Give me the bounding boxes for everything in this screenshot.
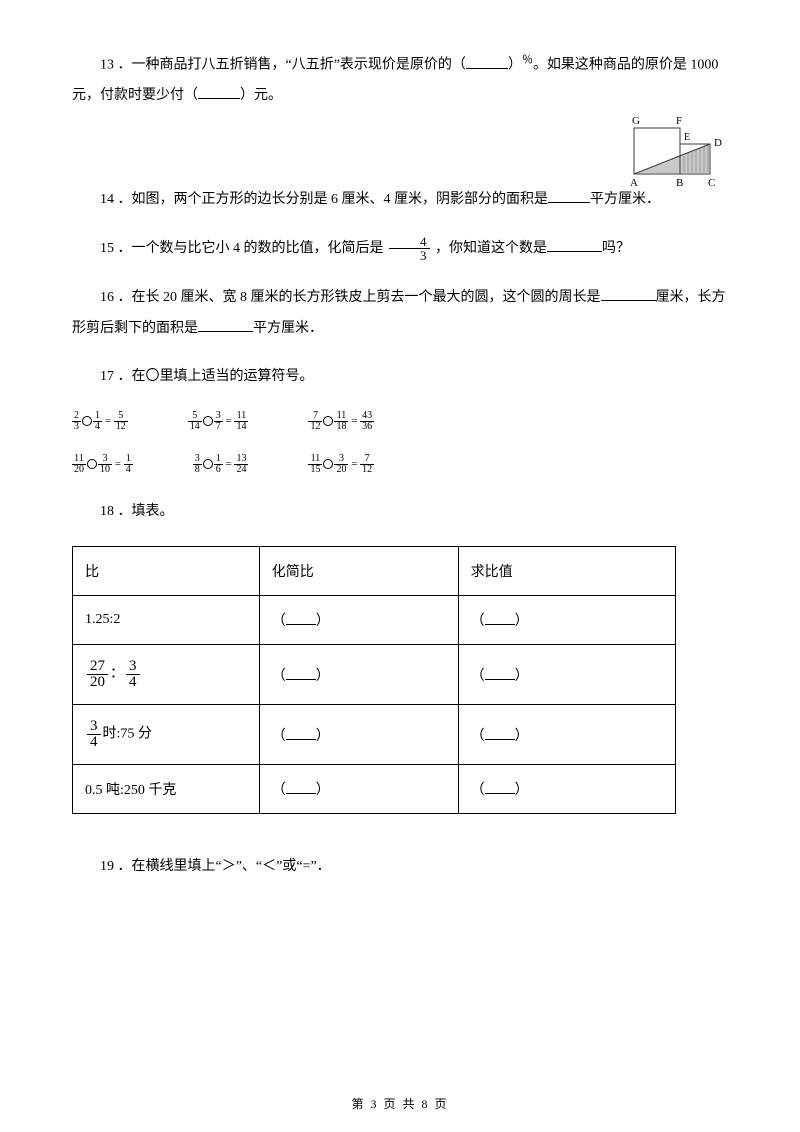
blank bbox=[547, 238, 602, 252]
col-simplify: 化简比 bbox=[259, 547, 458, 596]
q-text: ．在横线里填上“＞”、“＜”或“=”． bbox=[118, 859, 331, 874]
operation-item: 1120310 = 14 bbox=[72, 454, 133, 475]
blank bbox=[485, 624, 515, 625]
q-num: 14 bbox=[100, 192, 114, 207]
label-f: F bbox=[676, 115, 682, 127]
operation-item: 7121118 = 4336 bbox=[308, 411, 374, 432]
table-header-row: 比 化简比 求比值 bbox=[73, 547, 676, 596]
q-text: ，你知道这个数是 bbox=[435, 241, 547, 256]
blank bbox=[198, 318, 253, 332]
label-g: G bbox=[632, 115, 640, 127]
percent-sign: ％ bbox=[522, 54, 533, 66]
q-text: ．一种商品打八五折销售，“八五折”表示现价是原价的（ bbox=[118, 58, 466, 73]
ratio-table: 比 化简比 求比值 1.25:2（）（）2720：34（）（）34时:75 分（… bbox=[72, 546, 676, 814]
operation-item: 1115320 = 712 bbox=[308, 454, 374, 475]
circle-blank bbox=[323, 416, 333, 426]
blank bbox=[485, 739, 515, 740]
blank bbox=[485, 679, 515, 680]
blank bbox=[548, 189, 590, 203]
label-e: E bbox=[684, 132, 690, 143]
ratio-cell: 2720：34 bbox=[73, 645, 260, 705]
blank bbox=[286, 679, 316, 680]
q-text: ）元。 bbox=[240, 88, 282, 103]
q-num: 16 bbox=[100, 290, 114, 305]
value-cell: （） bbox=[458, 596, 675, 645]
blank bbox=[198, 85, 240, 99]
circle-blank bbox=[203, 459, 213, 469]
label-b: B bbox=[676, 177, 683, 189]
ratio-cell: 0.5 吨:250 千克 bbox=[73, 765, 260, 814]
label-a: A bbox=[630, 177, 638, 189]
fraction: 4 3 bbox=[389, 235, 430, 262]
ratio-cell: 1.25:2 bbox=[73, 596, 260, 645]
document-page: 13 ．一种商品打八五折销售，“八五折”表示现价是原价的（）％。如果这种商品的原… bbox=[0, 0, 800, 1132]
q-text: 吗？ bbox=[602, 241, 630, 256]
q-text: 平方厘米． bbox=[253, 321, 323, 336]
q17-row-1: 2314 = 512 51437 = 1114 7121118 = 4336 bbox=[72, 411, 728, 432]
circle-blank bbox=[87, 459, 97, 469]
label-d: D bbox=[714, 137, 722, 149]
value-cell: （） bbox=[458, 765, 675, 814]
q-num: 18 bbox=[100, 504, 114, 519]
table-row: 0.5 吨:250 千克（）（） bbox=[73, 765, 676, 814]
question-15: 15 ．一个数与比它小 4 的数的比值，化简后是 4 3 ，你知道这个数是 吗？ bbox=[72, 234, 728, 265]
value-cell: （） bbox=[458, 645, 675, 705]
q-num: 13 bbox=[100, 58, 114, 73]
q-text: ．如图，两个正方形的边长分别是 6 厘米、4 厘米，阴影部分的面积是 bbox=[118, 192, 549, 207]
circle-blank bbox=[323, 459, 333, 469]
simplify-cell: （） bbox=[259, 645, 458, 705]
q-text: ．在〇里填上适当的运算符号。 bbox=[118, 369, 314, 384]
circle-blank bbox=[82, 416, 92, 426]
question-18: 18 ．填表。 bbox=[72, 497, 728, 528]
q-text: ．一个数与比它小 4 的数的比值，化简后是 bbox=[118, 241, 388, 256]
question-17: 17 ．在〇里填上适当的运算符号。 bbox=[72, 362, 728, 393]
question-14: G F E D A B C 14 ．如图，两个正方形的边长分别是 6 厘米、4 … bbox=[72, 185, 728, 216]
q-num: 17 bbox=[100, 369, 114, 384]
col-value: 求比值 bbox=[458, 547, 675, 596]
operation-item: 51437 = 1114 bbox=[188, 411, 249, 432]
label-c: C bbox=[708, 177, 715, 189]
simplify-cell: （） bbox=[259, 765, 458, 814]
q-num: 15 bbox=[100, 241, 114, 256]
table-row: 1.25:2（）（） bbox=[73, 596, 676, 645]
q17-row-2: 1120310 = 14 3816 = 1324 1115320 = 712 bbox=[72, 454, 728, 475]
blank bbox=[485, 793, 515, 794]
col-ratio: 比 bbox=[73, 547, 260, 596]
blank bbox=[286, 624, 316, 625]
simplify-cell: （） bbox=[259, 596, 458, 645]
page-footer: 第 3 页 共 8 页 bbox=[0, 1095, 800, 1112]
blank bbox=[286, 793, 316, 794]
blank bbox=[286, 739, 316, 740]
question-19: 19 ．在横线里填上“＞”、“＜”或“=”． bbox=[72, 852, 728, 883]
operation-item: 3816 = 1324 bbox=[193, 454, 249, 475]
q-text: ．填表。 bbox=[118, 504, 174, 519]
blank bbox=[601, 287, 656, 301]
simplify-cell: （） bbox=[259, 705, 458, 765]
blank bbox=[466, 55, 508, 69]
table-row: 34时:75 分（）（） bbox=[73, 705, 676, 765]
two-squares-figure: G F E D A B C bbox=[598, 100, 736, 203]
q-text: ） bbox=[508, 58, 522, 73]
operation-item: 2314 = 512 bbox=[72, 411, 128, 432]
circle-blank bbox=[203, 416, 213, 426]
q-num: 19 bbox=[100, 859, 114, 874]
q-text: ．在长 20 厘米、宽 8 厘米的长方形铁皮上剪去一个最大的圆，这个圆的周长是 bbox=[118, 290, 601, 305]
ratio-cell: 34时:75 分 bbox=[73, 705, 260, 765]
question-16: 16 ．在长 20 厘米、宽 8 厘米的长方形铁皮上剪去一个最大的圆，这个圆的周… bbox=[72, 283, 728, 345]
value-cell: （） bbox=[458, 705, 675, 765]
table-row: 2720：34（）（） bbox=[73, 645, 676, 705]
